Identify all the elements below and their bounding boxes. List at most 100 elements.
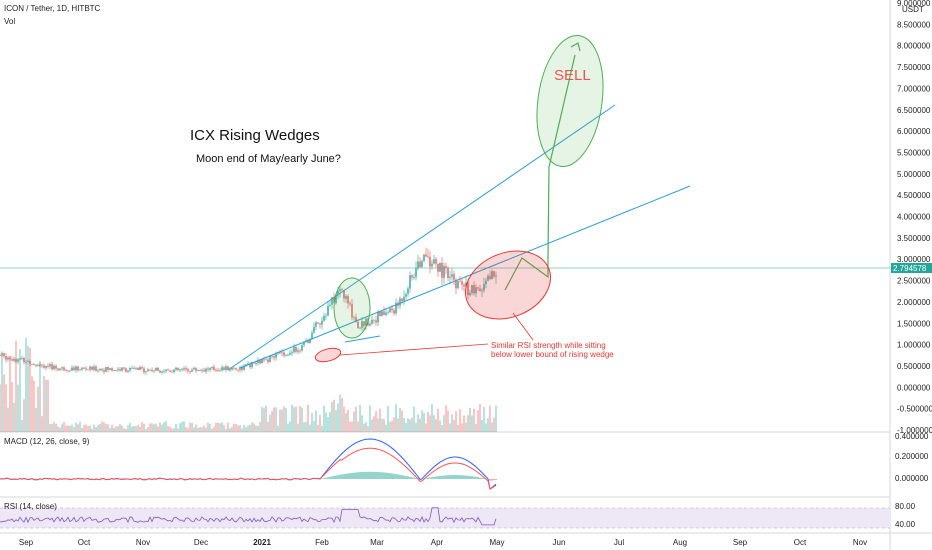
candle-body bbox=[177, 367, 179, 371]
candle-body bbox=[479, 288, 481, 292]
volume-bar bbox=[15, 340, 17, 432]
candle-body bbox=[129, 368, 131, 371]
volume-bar bbox=[175, 423, 177, 432]
candle-body bbox=[489, 275, 491, 279]
volume-bar bbox=[141, 422, 143, 432]
y-tick-label: 0.000000 bbox=[897, 383, 931, 392]
candle-body bbox=[203, 369, 205, 372]
volume-bar bbox=[5, 384, 7, 432]
green-ellipse-feb[interactable] bbox=[333, 277, 371, 339]
candle-body bbox=[213, 366, 215, 370]
volume-bar bbox=[293, 407, 295, 432]
price-axis[interactable]: 9.000000 8.500000 8.000000 7.500000 7.000000… bbox=[897, 0, 932, 435]
volume-bar bbox=[105, 424, 107, 432]
macd-hist-bar bbox=[381, 472, 383, 479]
candle-body bbox=[73, 367, 75, 371]
candle-body bbox=[5, 356, 7, 360]
wedge-lower-line[interactable] bbox=[239, 185, 691, 369]
y-tick-label: -0.500000 bbox=[897, 405, 932, 414]
volume-bar bbox=[425, 423, 427, 432]
candle-body bbox=[43, 365, 45, 368]
candle-body bbox=[261, 359, 263, 364]
macd-hist-bar bbox=[357, 472, 359, 479]
volume-bar bbox=[239, 425, 241, 432]
volume-bar bbox=[343, 406, 345, 432]
candle-body bbox=[95, 366, 97, 371]
candle-body bbox=[71, 367, 73, 371]
volume-bar bbox=[275, 407, 277, 432]
macd-tick-1: 0.400000 bbox=[895, 432, 929, 441]
macd-hist-bar bbox=[343, 474, 345, 479]
volume-bar bbox=[487, 417, 489, 432]
candle-body bbox=[55, 365, 57, 369]
note-connector-right[interactable] bbox=[512, 312, 534, 341]
volume-bar bbox=[273, 407, 275, 432]
candle-body bbox=[0, 355, 1, 357]
volume-bar bbox=[43, 376, 45, 432]
candle-body bbox=[61, 367, 63, 369]
candle-body bbox=[341, 289, 343, 291]
macd-hist-bar bbox=[429, 477, 431, 479]
macd-hist-bar bbox=[471, 476, 473, 479]
candle-body bbox=[93, 366, 95, 370]
volume-bar bbox=[81, 427, 83, 432]
macd-hist-bar bbox=[435, 476, 437, 479]
macd-hist-bar bbox=[349, 473, 351, 479]
note-connector-left[interactable] bbox=[339, 343, 489, 356]
candle-body bbox=[37, 364, 39, 367]
candle-body bbox=[175, 367, 177, 370]
red-ellipse-feb[interactable] bbox=[314, 346, 342, 364]
candle-body bbox=[155, 367, 157, 371]
volume-bar bbox=[471, 415, 473, 432]
volume-bar bbox=[173, 428, 175, 432]
volume-bar bbox=[319, 415, 321, 432]
volume-bar bbox=[245, 427, 247, 432]
volume-bar bbox=[37, 386, 39, 432]
candle-body bbox=[75, 366, 77, 371]
volume-bar bbox=[379, 408, 381, 432]
macd-signal-line bbox=[0, 447, 497, 491]
candle-body bbox=[319, 323, 321, 325]
macd-hist-bar bbox=[431, 477, 433, 479]
candle-body bbox=[357, 322, 359, 328]
candle-body bbox=[209, 367, 211, 370]
volume-bar bbox=[99, 424, 101, 432]
candle-body bbox=[31, 364, 33, 365]
macd-hist-bar bbox=[493, 479, 495, 481]
wedge-upper-line[interactable] bbox=[227, 104, 616, 371]
volume-bar bbox=[7, 407, 9, 432]
volume-bar bbox=[299, 406, 301, 432]
candle-body bbox=[355, 317, 357, 323]
candle-body bbox=[419, 261, 421, 267]
candle-body bbox=[239, 366, 241, 370]
volume-bar bbox=[465, 422, 467, 432]
candle-body bbox=[313, 326, 315, 333]
volume-bar bbox=[403, 417, 405, 432]
time-axis[interactable]: Sep Oct Nov Dec 2021 Feb Mar Apr May Jun Jul Aug Sep… bbox=[19, 538, 867, 547]
candle-body bbox=[77, 366, 79, 371]
y-tick-label: 0.500000 bbox=[897, 362, 931, 371]
candle-body bbox=[411, 275, 413, 278]
annotation-sell: SELL bbox=[554, 67, 591, 84]
candle-body bbox=[237, 369, 239, 371]
volume-bar bbox=[171, 428, 173, 432]
candle-body bbox=[431, 263, 433, 267]
volume-bar bbox=[377, 418, 379, 432]
red-ellipse-may[interactable] bbox=[455, 239, 561, 331]
macd-hist-bar bbox=[377, 472, 379, 479]
green-ellipse-sell[interactable] bbox=[529, 31, 611, 171]
candle-body bbox=[443, 266, 445, 278]
macd-hist-bar bbox=[359, 472, 361, 479]
wedge-small-lower-line[interactable] bbox=[344, 335, 381, 343]
volume-bar bbox=[203, 425, 205, 432]
y-tick-label: 4.500000 bbox=[897, 191, 931, 200]
x-tick-label: Feb bbox=[315, 538, 329, 547]
candle-body bbox=[415, 268, 417, 278]
candle-body bbox=[343, 290, 345, 299]
volume-bar bbox=[147, 426, 149, 432]
candle-body bbox=[365, 318, 367, 326]
volume-bar bbox=[251, 422, 253, 432]
candle-body bbox=[279, 352, 281, 354]
candle-body bbox=[393, 310, 395, 314]
